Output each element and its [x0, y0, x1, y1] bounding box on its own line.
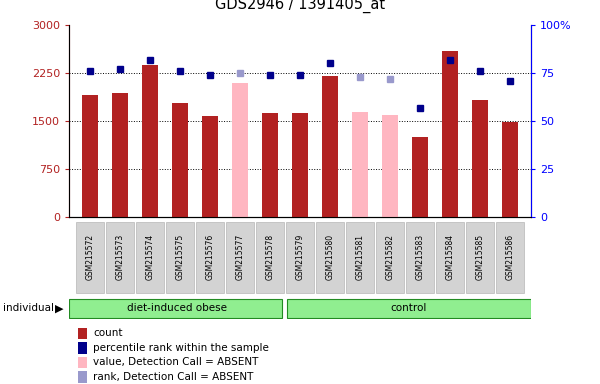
Bar — [292, 113, 308, 217]
FancyBboxPatch shape — [69, 299, 282, 318]
FancyBboxPatch shape — [346, 222, 374, 293]
Bar — [82, 95, 98, 217]
Bar — [78, 357, 86, 368]
Bar — [112, 93, 128, 217]
Text: rank, Detection Call = ABSENT: rank, Detection Call = ABSENT — [94, 372, 254, 382]
FancyBboxPatch shape — [496, 222, 524, 293]
Text: GSM215580: GSM215580 — [325, 234, 335, 280]
Bar — [352, 112, 368, 217]
Bar — [172, 103, 188, 217]
Bar — [442, 51, 458, 217]
Text: GSM215577: GSM215577 — [236, 234, 245, 280]
Text: GSM215579: GSM215579 — [296, 234, 305, 280]
Text: GSM215578: GSM215578 — [265, 234, 275, 280]
Text: percentile rank within the sample: percentile rank within the sample — [94, 343, 269, 353]
Bar — [78, 371, 86, 383]
Bar — [142, 65, 158, 217]
Text: GSM215582: GSM215582 — [386, 234, 395, 280]
Text: individual: individual — [3, 303, 54, 313]
FancyBboxPatch shape — [76, 222, 104, 293]
Text: GSM215574: GSM215574 — [146, 234, 155, 280]
Bar — [78, 328, 86, 339]
Text: value, Detection Call = ABSENT: value, Detection Call = ABSENT — [94, 358, 259, 367]
Bar — [202, 116, 218, 217]
Text: GSM215584: GSM215584 — [446, 234, 455, 280]
Bar — [78, 342, 86, 354]
Text: diet-induced obese: diet-induced obese — [127, 303, 227, 313]
FancyBboxPatch shape — [406, 222, 434, 293]
Bar — [472, 100, 488, 217]
Bar — [262, 113, 278, 217]
FancyBboxPatch shape — [166, 222, 194, 293]
Text: GSM215586: GSM215586 — [506, 234, 515, 280]
Text: GSM215573: GSM215573 — [115, 234, 125, 280]
FancyBboxPatch shape — [376, 222, 404, 293]
Bar — [382, 114, 398, 217]
Text: GSM215576: GSM215576 — [205, 234, 215, 280]
FancyBboxPatch shape — [287, 299, 531, 318]
Text: control: control — [391, 303, 427, 313]
Text: GSM215581: GSM215581 — [356, 234, 365, 280]
Text: GSM215572: GSM215572 — [86, 234, 95, 280]
Bar — [412, 137, 428, 217]
FancyBboxPatch shape — [286, 222, 314, 293]
FancyBboxPatch shape — [106, 222, 134, 293]
Bar — [322, 76, 338, 217]
Text: GDS2946 / 1391405_at: GDS2946 / 1391405_at — [215, 0, 385, 13]
FancyBboxPatch shape — [136, 222, 164, 293]
FancyBboxPatch shape — [436, 222, 464, 293]
Text: GSM215585: GSM215585 — [476, 234, 485, 280]
Bar — [232, 83, 248, 217]
Bar — [502, 122, 518, 217]
FancyBboxPatch shape — [226, 222, 254, 293]
FancyBboxPatch shape — [316, 222, 344, 293]
Text: GSM215583: GSM215583 — [416, 234, 425, 280]
FancyBboxPatch shape — [196, 222, 224, 293]
FancyBboxPatch shape — [256, 222, 284, 293]
Text: GSM215575: GSM215575 — [176, 234, 185, 280]
Text: count: count — [94, 328, 123, 338]
FancyBboxPatch shape — [466, 222, 494, 293]
Text: ▶: ▶ — [55, 303, 63, 313]
